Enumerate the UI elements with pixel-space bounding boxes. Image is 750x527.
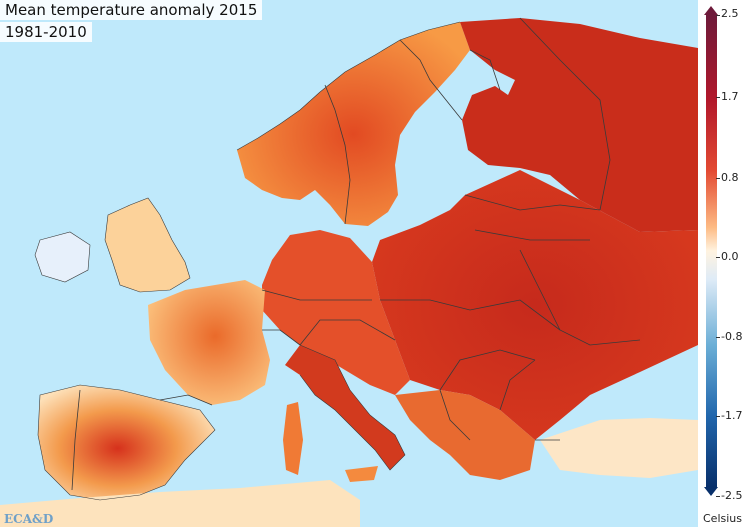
colorbar-tick-label: -1.7 xyxy=(721,409,743,422)
colorbar-tick-label: 0.0 xyxy=(721,250,739,263)
colorbar-unit: Celsius xyxy=(703,512,742,525)
colorbar-tick-label: 1.7 xyxy=(721,90,739,103)
eca-d-logo: ECA&D xyxy=(4,512,54,526)
coastlines xyxy=(34,21,461,501)
anomaly-map xyxy=(0,17,698,527)
colorbar-tick-label: 2.5 xyxy=(721,7,739,20)
region-ireland xyxy=(35,232,90,282)
colorbar-min-arrow xyxy=(704,487,718,496)
region-sicily xyxy=(345,466,378,482)
country-borders xyxy=(71,17,641,491)
region-great-britain xyxy=(105,198,190,292)
region-france xyxy=(148,280,270,405)
colorbar-tick-label: -0.8 xyxy=(721,330,743,343)
region-scandinavia xyxy=(237,22,470,226)
region-italy xyxy=(285,345,405,470)
colorbar-tick-label: -2.5 xyxy=(721,489,743,502)
region-finland-russia xyxy=(460,18,698,232)
region-central-europe xyxy=(262,230,410,395)
reference-period: 1981-2010 xyxy=(0,22,92,42)
region-corsica-sardinia xyxy=(283,402,303,475)
region-iberia xyxy=(38,385,215,500)
region-east-europe xyxy=(372,170,698,440)
colorbar-max-arrow xyxy=(704,6,718,15)
colorbar xyxy=(706,15,717,487)
map-title: Mean temperature anomaly 2015 xyxy=(0,0,263,20)
region-north-africa xyxy=(0,480,360,527)
region-turkey xyxy=(540,418,698,478)
colorbar-tick-label: 0.8 xyxy=(721,171,739,184)
